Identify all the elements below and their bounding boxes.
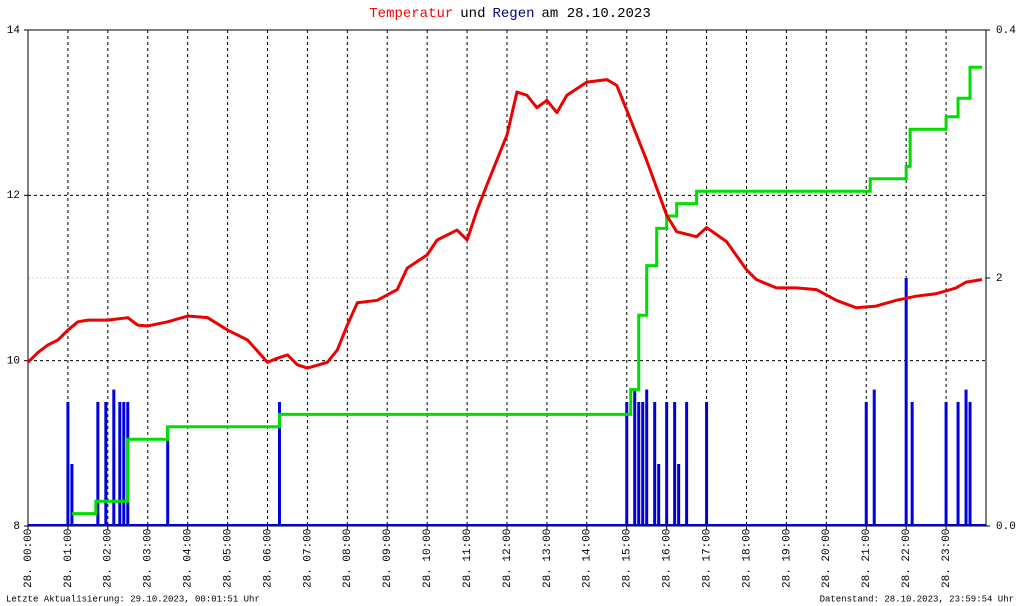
bar bbox=[705, 402, 709, 526]
bar bbox=[96, 402, 100, 526]
x-tick-label: 28. 22:00 bbox=[901, 529, 913, 588]
footer-right: Datenstand: 28.10.2023, 23:59:54 Uhr bbox=[820, 594, 1014, 604]
bar bbox=[864, 402, 868, 526]
x-tick-label: 28. 07:00 bbox=[302, 529, 314, 588]
bar bbox=[910, 402, 914, 526]
bar bbox=[968, 402, 972, 526]
temperature-line bbox=[26, 78, 983, 370]
bar bbox=[625, 402, 629, 526]
bar bbox=[677, 464, 681, 526]
rain-sum-line bbox=[71, 65, 983, 516]
x-tick-label: 28. 08:00 bbox=[342, 529, 354, 588]
x-tick-label: 28. 19:00 bbox=[781, 529, 793, 588]
bar bbox=[964, 389, 968, 526]
y2-tick-label: 0.4 bbox=[996, 25, 1016, 37]
bar bbox=[956, 402, 960, 526]
x-tick-label: 28. 03:00 bbox=[143, 529, 155, 588]
chart-title: Temperatur und Regen am 28.10.2023 bbox=[369, 6, 650, 22]
bar bbox=[685, 402, 689, 526]
bar bbox=[70, 464, 74, 526]
y2-tick-label: 2 bbox=[996, 273, 1003, 285]
x-tick-label: 28. 14:00 bbox=[582, 529, 594, 588]
bar bbox=[645, 389, 649, 526]
x-tick-label: 28. 12:00 bbox=[502, 529, 514, 588]
title-part: Temperatur bbox=[369, 6, 453, 22]
x-tick-label: 28. 04:00 bbox=[183, 529, 195, 588]
bar bbox=[122, 402, 126, 526]
y-tick-label: 8 bbox=[13, 521, 20, 533]
bar bbox=[944, 402, 948, 526]
bar bbox=[277, 402, 281, 526]
bar bbox=[112, 389, 116, 526]
x-tick-label: 28. 21:00 bbox=[861, 529, 873, 588]
bar bbox=[166, 426, 170, 526]
x-tick-label: 28. 23:00 bbox=[941, 529, 953, 588]
y-tick-label: 12 bbox=[7, 190, 20, 202]
x-tick-label: 28. 20:00 bbox=[821, 529, 833, 588]
x-tick-label: 28. 05:00 bbox=[222, 529, 234, 588]
bar bbox=[657, 464, 661, 526]
x-tick-label: 28. 00:00 bbox=[23, 529, 35, 588]
x-tick-label: 28. 06:00 bbox=[262, 529, 274, 588]
bar bbox=[872, 389, 876, 526]
y-tick-label: 10 bbox=[7, 356, 20, 368]
title-part: am 28.10.2023 bbox=[542, 6, 651, 22]
bar bbox=[904, 278, 908, 526]
bar bbox=[653, 402, 657, 526]
x-tick-label: 28. 16:00 bbox=[662, 529, 674, 588]
x-tick-label: 28. 09:00 bbox=[382, 529, 394, 588]
bar bbox=[66, 402, 70, 526]
bar bbox=[665, 402, 669, 526]
footer-left: Letzte Aktualisierung: 29.10.2023, 00:01… bbox=[6, 594, 260, 604]
x-tick-label: 28. 01:00 bbox=[63, 529, 75, 588]
title-part: Regen bbox=[493, 6, 535, 22]
title-part: und bbox=[460, 6, 485, 22]
x-tick-label: 28. 17:00 bbox=[701, 529, 713, 588]
x-tick-label: 28. 13:00 bbox=[542, 529, 554, 588]
x-tick-label: 28. 11:00 bbox=[462, 529, 474, 588]
x-tick-label: 28. 15:00 bbox=[622, 529, 634, 588]
y2-tick-label: 0.0 bbox=[996, 521, 1016, 533]
bar bbox=[118, 402, 122, 526]
x-tick-label: 28. 18:00 bbox=[741, 529, 753, 588]
x-tick-label: 28. 10:00 bbox=[422, 529, 434, 588]
y-tick-label: 14 bbox=[7, 25, 21, 37]
bar bbox=[104, 402, 108, 526]
x-tick-label: 28. 02:00 bbox=[103, 529, 115, 588]
bar bbox=[637, 402, 641, 526]
bar bbox=[673, 402, 677, 526]
bar bbox=[633, 389, 637, 526]
bar bbox=[641, 402, 645, 526]
